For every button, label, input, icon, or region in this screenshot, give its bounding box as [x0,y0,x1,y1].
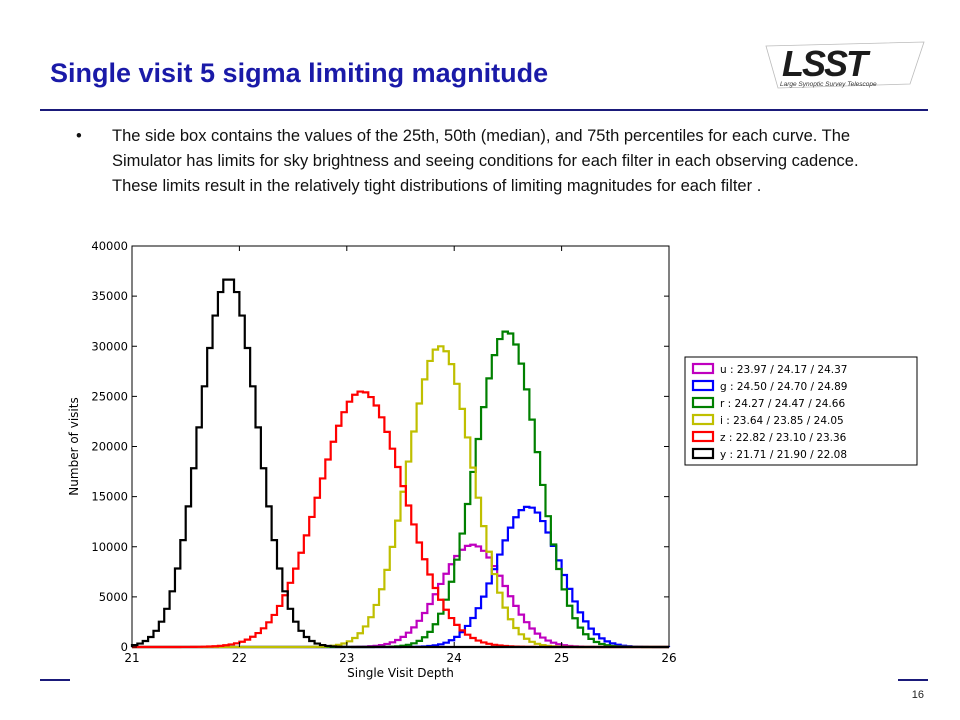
logo-tagline: Large Synoptic Survey Telescope [780,81,877,88]
x-tick-label: 25 [554,651,569,665]
legend-swatch-5 [691,447,715,460]
legend-label-1: g : 24.50 / 24.70 / 24.89 [720,381,847,393]
y-tick-label: 35000 [91,289,128,303]
x-tick-label: 23 [339,651,354,665]
histogram-chart: 21 22 23 24 25 26 0 5000 10000 15000 20000 25000 30… [62,236,688,684]
page-number: 16 [911,689,924,701]
x-tick-label: 26 [661,651,676,665]
y-axis-label: Number of visits [67,397,81,495]
slide-title: Single visit 5 sigma limiting magnitude [50,58,549,88]
x-tick-label: 22 [232,651,247,665]
legend-frame [684,356,918,466]
footer-rule-left [40,679,70,681]
bullet-marker: • [76,127,82,145]
legend-swatch-3 [691,413,715,426]
y-tick-label: 20000 [91,440,128,454]
y-tick-label: 15000 [91,490,128,504]
y-tick-label: 30000 [91,339,128,353]
series-line-5 [130,278,669,649]
legend-swatch-0 [691,362,715,375]
y-tick-label: 40000 [91,239,128,253]
legend-swatch-4 [691,430,715,443]
title-rule [40,109,928,111]
y-tick-label: 0 [121,640,128,654]
y-tick-label: 10000 [91,540,128,554]
x-axis-label: Single Visit Depth [347,666,454,680]
y-tick-label: 25000 [91,389,128,403]
x-tick-label: 24 [447,651,462,665]
lsst-logo: LSST Large Synoptic Survey Telescope [765,41,925,89]
legend-box: u : 23.97 / 24.17 / 24.37 g : 24.50 / 24.… [684,356,918,466]
bullet-paragraph: • The side box contains the values of th… [76,124,866,199]
y-tick-label: 5000 [99,590,128,604]
legend-label-2: r : 24.27 / 24.47 / 24.66 [720,398,845,410]
legend-label-3: i : 23.64 / 23.85 / 24.05 [720,415,844,427]
legend-label-4: z : 22.82 / 23.10 / 23.36 [720,432,847,444]
logo-wordmark: LSST [782,43,871,84]
footer-rule-right [898,679,928,681]
legend-label-5: y : 21.71 / 21.90 / 22.08 [720,449,847,461]
legend-swatch-1 [691,379,715,392]
x-tick-label: 21 [124,651,139,665]
legend-label-0: u : 23.97 / 24.17 / 24.37 [720,364,847,376]
bullet-text: The side box contains the values of the … [112,127,859,195]
legend-swatch-2 [691,396,715,409]
